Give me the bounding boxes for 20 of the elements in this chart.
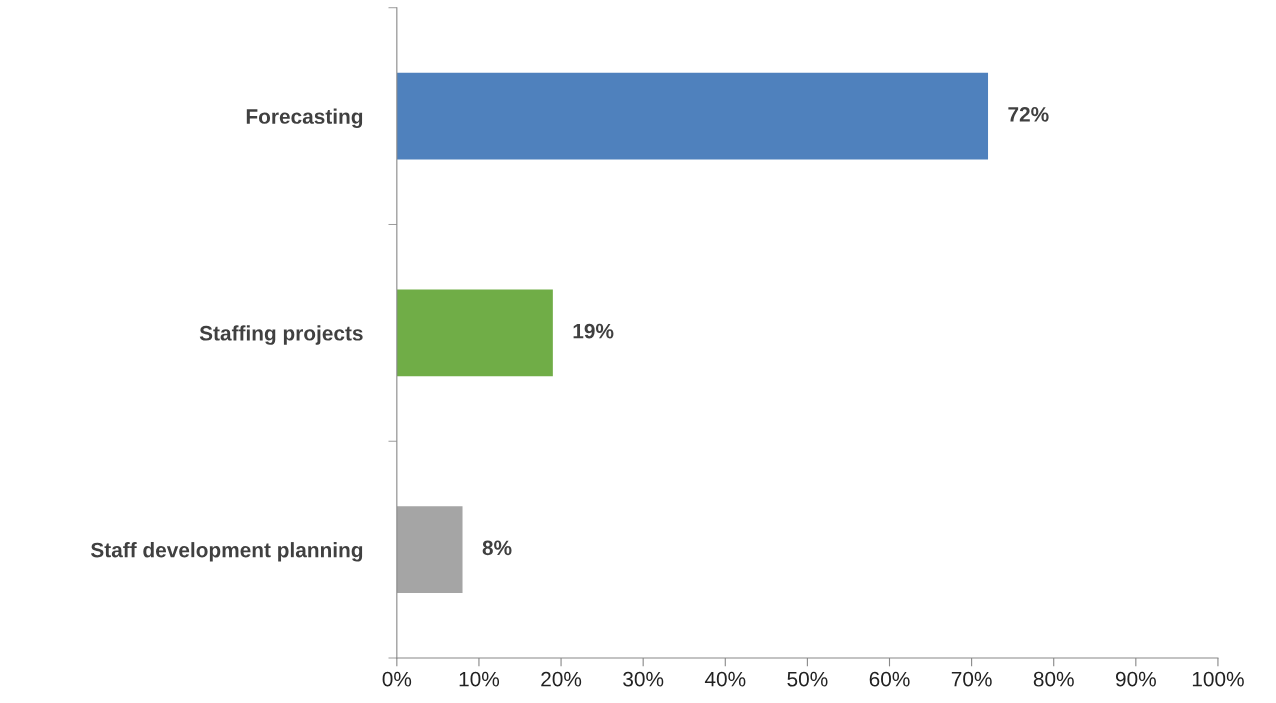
y-tick-label: Staff development planning <box>90 542 363 562</box>
x-tick-label: 60% <box>869 671 910 687</box>
x-tick-label: 90% <box>1115 671 1156 687</box>
x-tick-label: 80% <box>1033 671 1074 687</box>
x-tick-label: 30% <box>623 671 664 687</box>
data-label: 8% <box>482 540 512 556</box>
x-tick-label: 50% <box>787 671 828 687</box>
x-tick-label: 20% <box>541 671 582 687</box>
bar <box>396 289 553 377</box>
x-tick-label: 40% <box>704 671 746 687</box>
y-tick-label: Staffing projects <box>199 325 363 345</box>
x-tick-label: 70% <box>951 671 992 687</box>
bar <box>396 506 463 593</box>
y-tick-label: Forecasting <box>246 108 363 129</box>
x-tick-label: 100% <box>1192 671 1244 687</box>
bar <box>396 72 989 160</box>
x-tick-label: 10% <box>459 671 500 687</box>
data-label: 72% <box>1008 106 1049 122</box>
data-label: 19% <box>573 323 614 339</box>
x-tick-label: 0% <box>382 671 412 687</box>
